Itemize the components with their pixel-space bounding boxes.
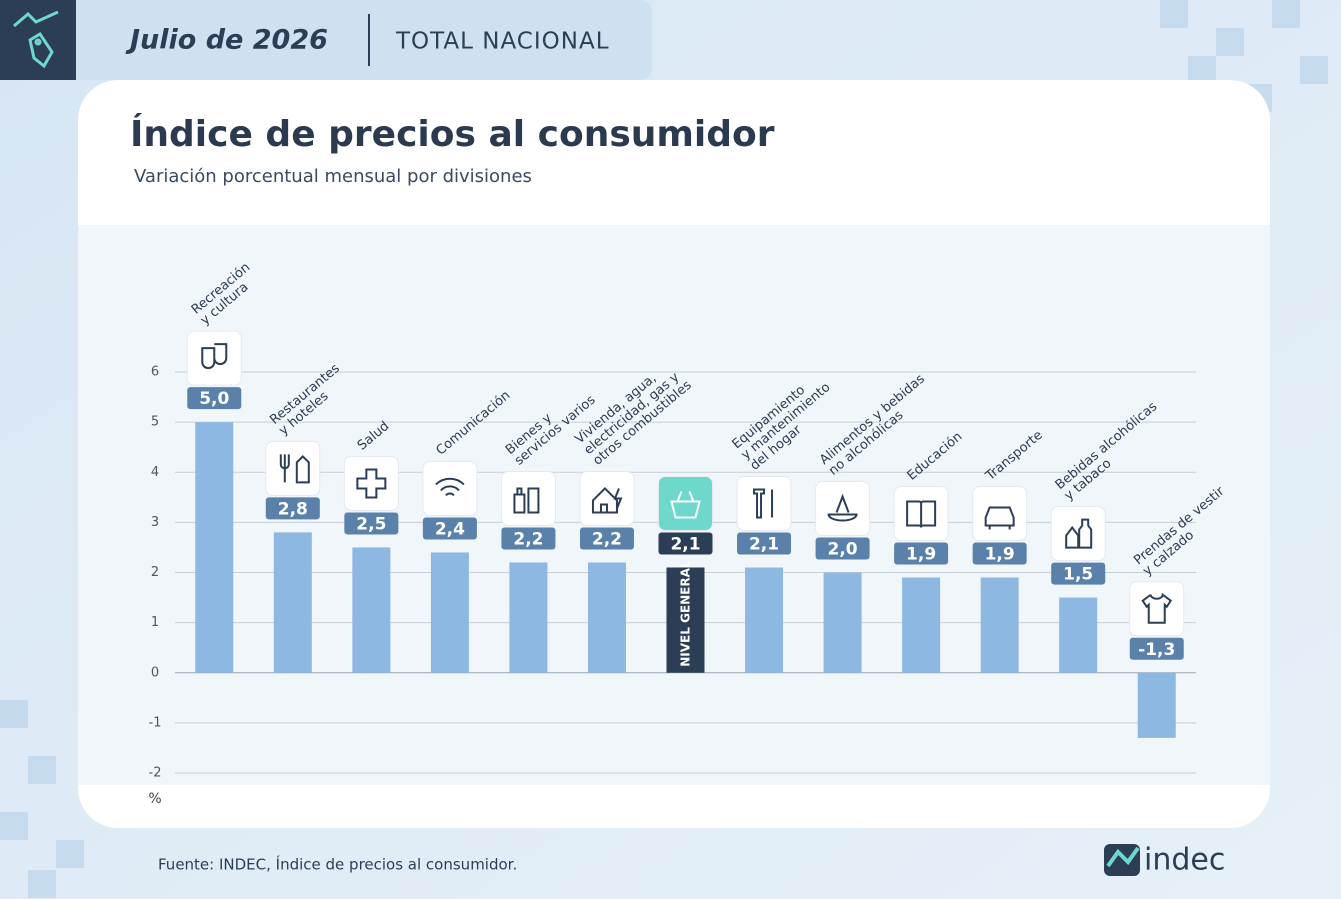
icon <box>1065 518 1093 549</box>
value-label-box <box>187 387 242 410</box>
value-label-box <box>1129 637 1184 660</box>
icon <box>670 491 701 519</box>
icon-box <box>658 475 713 531</box>
y-tick-label: -1 <box>149 715 162 730</box>
y-tick-label: 1 <box>151 615 159 630</box>
y-axis-label: % <box>148 791 161 807</box>
chart-subtitle: Variación porcentual mensual por divisio… <box>134 166 532 187</box>
bar <box>980 577 1019 673</box>
icon-box <box>265 440 321 496</box>
icon-box <box>1129 581 1185 637</box>
icon <box>201 343 228 370</box>
y-tick-label: 2 <box>151 565 159 580</box>
logo-text: indec <box>1144 843 1225 878</box>
value-label: 1,9 <box>906 545 936 565</box>
icon <box>984 506 1015 530</box>
icon <box>906 500 937 528</box>
icon-box <box>422 460 478 516</box>
icon <box>1141 592 1173 624</box>
bar <box>430 552 469 673</box>
bar <box>666 567 705 673</box>
icon-box <box>736 475 792 531</box>
header-scope: TOTAL NACIONAL <box>395 29 610 55</box>
bar <box>273 532 312 673</box>
value-label-box <box>815 537 870 560</box>
icon-box <box>579 470 635 526</box>
header-bar <box>0 0 652 80</box>
value-label: 2,1 <box>749 534 779 554</box>
bar <box>902 577 941 673</box>
value-label: 2,4 <box>435 519 465 539</box>
category-label: NIVEL GENERAL <box>678 560 692 667</box>
icon-box <box>343 455 399 511</box>
bar <box>509 562 548 673</box>
icon <box>435 477 465 497</box>
header-date: Julio de 2026 <box>125 25 328 56</box>
category-line: NIVEL GENERAL <box>678 560 692 667</box>
value-label: 1,9 <box>985 545 1015 565</box>
value-label: 2,2 <box>592 529 622 549</box>
value-label: 5,0 <box>199 389 229 409</box>
bar <box>1137 672 1176 738</box>
bar <box>352 547 391 673</box>
value-label-box <box>894 542 949 565</box>
value-label-box <box>972 542 1027 565</box>
logo-mark <box>1104 844 1140 876</box>
y-tick-label: 0 <box>151 665 159 680</box>
value-label: 2,5 <box>356 514 386 534</box>
bar <box>195 422 234 673</box>
bar <box>745 567 784 673</box>
icon <box>753 488 774 519</box>
icon <box>827 493 858 522</box>
value-label-box <box>658 532 713 555</box>
value-label-box <box>737 532 792 555</box>
bar <box>823 572 862 673</box>
y-tick-label: 4 <box>151 465 159 480</box>
y-tick-label: -2 <box>149 766 162 781</box>
icon <box>591 487 623 514</box>
value-label-box <box>1051 562 1106 585</box>
source: Fuente: INDEC, Índice de precios al cons… <box>158 855 517 874</box>
chart-title: Índice de precios al consumidor <box>130 113 775 155</box>
value-label: 2,2 <box>513 529 543 549</box>
value-label-box <box>265 497 320 520</box>
value-label-box <box>344 512 399 535</box>
value-label: 2,0 <box>828 540 858 560</box>
value-label: 1,5 <box>1063 565 1093 585</box>
y-tick-label: 3 <box>151 515 159 530</box>
value-label: 2,1 <box>670 534 700 554</box>
header-icon <box>13 10 59 69</box>
value-label-box <box>501 527 556 550</box>
icon-box <box>815 481 871 536</box>
bar <box>587 562 626 673</box>
icon-box <box>972 486 1028 542</box>
value-label: 2,8 <box>278 499 308 519</box>
y-tick-label: 5 <box>151 415 159 430</box>
icon <box>356 468 387 499</box>
value-label-box <box>422 517 477 540</box>
bar <box>1059 597 1098 673</box>
icon <box>279 454 310 484</box>
value-label: -1,3 <box>1138 640 1175 660</box>
value-label-box <box>579 527 634 550</box>
y-tick-label: 6 <box>151 365 159 380</box>
icon <box>513 487 540 514</box>
